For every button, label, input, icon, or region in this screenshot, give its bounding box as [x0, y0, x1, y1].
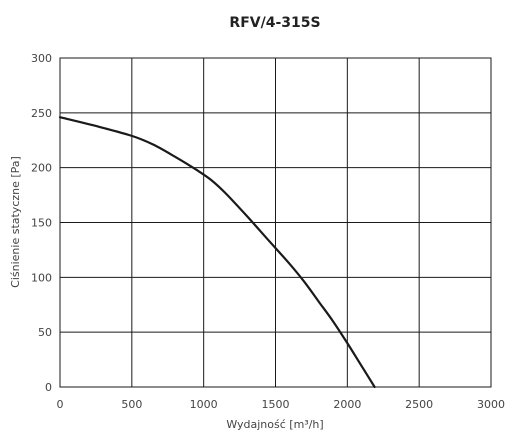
grid	[59, 57, 492, 388]
x-tick-label: 1000	[190, 398, 218, 411]
y-tick-label: 200	[31, 162, 52, 175]
y-tick-label: 150	[31, 217, 52, 230]
x-tick-label: 3000	[477, 398, 505, 411]
plot-border	[59, 57, 492, 388]
series-layer	[58, 116, 376, 389]
y-tick-label: 50	[38, 326, 52, 339]
x-tick-label: 500	[121, 398, 142, 411]
y-tick-label: 0	[45, 381, 52, 394]
y-tick-label: 100	[31, 271, 52, 284]
x-tick-label: 2500	[405, 398, 433, 411]
x-tick-label: 2000	[333, 398, 361, 411]
chart-title: RFV/4-315S	[229, 15, 320, 31]
x-tick-label: 1500	[262, 398, 290, 411]
x-axis-label: Wydajność [m³/h]	[226, 418, 323, 431]
series-line	[58, 116, 376, 389]
y-tick-labels: 0 50 100 150 200 250 300	[31, 52, 52, 394]
x-tick-labels: 0 500 1000 1500 2000 2500 3000	[57, 398, 506, 411]
y-tick-label: 300	[31, 52, 52, 65]
y-tick-label: 250	[31, 107, 52, 120]
x-tick-label: 0	[57, 398, 64, 411]
y-axis-label: Ciśnienie statyczne [Pa]	[9, 156, 22, 288]
